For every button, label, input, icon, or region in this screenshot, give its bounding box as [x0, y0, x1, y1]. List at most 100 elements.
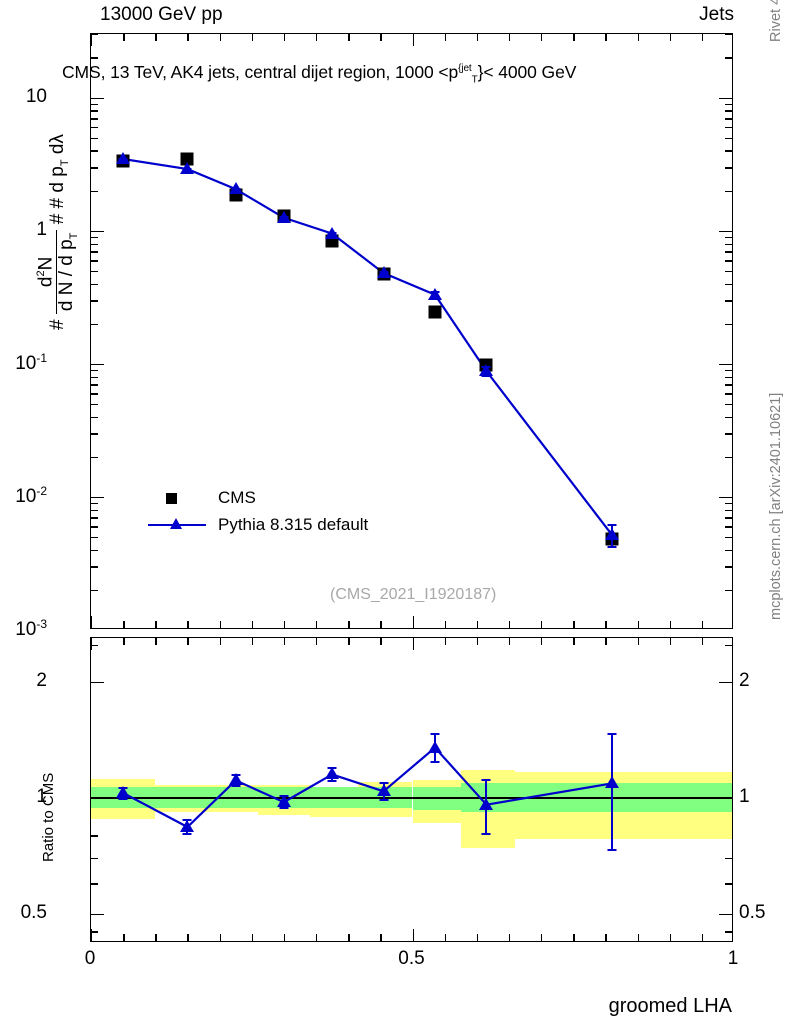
y-tick-main-right	[725, 243, 732, 245]
cms-data-point	[428, 305, 442, 319]
y-tick-main	[91, 127, 98, 129]
x-tick-main-bottom	[476, 621, 479, 628]
x-tick-ratio-bottom	[444, 934, 447, 941]
y-tick-main	[91, 502, 98, 505]
x-tick-main-bottom	[605, 621, 607, 628]
y-tick-main-right	[725, 283, 732, 285]
ratio-plot-frame	[90, 637, 733, 942]
x-tick-ratio-bottom	[508, 934, 511, 941]
ratio-error-bar	[610, 733, 613, 851]
x-tick-main-bottom	[701, 621, 704, 628]
x-tick-ratio-bottom	[123, 934, 125, 941]
y-tick-label-main: 10	[25, 85, 47, 107]
x-tick-main-top	[669, 34, 672, 41]
y-tick-main	[91, 251, 98, 253]
y-tick-main-right	[725, 110, 732, 112]
y-tick-main	[91, 566, 98, 568]
y-tick-main-right	[725, 34, 732, 36]
rivet-version-label: Rivet 4.1.0, 100k events	[768, 0, 784, 42]
y-tick-main-right	[725, 509, 732, 512]
y-tick-main	[91, 433, 98, 435]
y-tick-main	[91, 270, 98, 273]
y-tick-ratio	[91, 835, 98, 837]
mc-data-point	[428, 287, 442, 300]
plot-title-tail: }< 4000 GeV	[477, 62, 577, 82]
y-tick-main	[91, 34, 98, 36]
y-tick-ratio	[91, 857, 98, 859]
x-tick-main-bottom	[412, 616, 414, 628]
ratio-data-point	[228, 773, 243, 786]
x-tick-main-top	[316, 34, 318, 41]
legend-label-cms: CMS	[218, 487, 256, 507]
y-tick-main-right	[725, 456, 732, 459]
x-tick-main-bottom	[508, 621, 511, 628]
y-tick-main	[91, 393, 98, 395]
ylabel-dpt: # d pT dλ	[47, 134, 71, 209]
x-tick-main-top	[251, 34, 254, 41]
x-tick-label: 0	[84, 948, 96, 969]
y-tick-main	[91, 496, 104, 499]
y-tick-main	[91, 137, 98, 139]
ratio-error-cap	[231, 784, 241, 787]
x-tick-main-bottom	[187, 621, 189, 628]
legend-key-square	[148, 488, 206, 508]
x-tick-main-top	[637, 34, 639, 41]
y-tick-label-ratio: 0.5	[20, 901, 47, 923]
y-axis-label-denominator: d N / d pT	[55, 229, 81, 315]
x-tick-main-bottom	[348, 621, 350, 628]
ratio-data-point	[428, 740, 442, 753]
x-tick-ratio-bottom	[283, 934, 286, 941]
x-tick-main-top	[348, 34, 350, 41]
x-tick-main-top	[412, 34, 414, 46]
x-tick-ratio-bottom	[541, 934, 543, 941]
ylabel-hash-num: #	[47, 319, 69, 330]
legend-entry-cms: CMS	[148, 484, 368, 511]
ratio-error-cap	[607, 848, 617, 851]
ratio-data-point	[276, 795, 291, 808]
x-tick-ratio-bottom	[669, 934, 672, 941]
y-tick-ratio	[91, 931, 98, 933]
y-tick-ratio-right	[725, 857, 732, 859]
x-tick-ratio-top	[219, 638, 221, 645]
y-tick-ratio-right	[719, 681, 732, 684]
x-tick-main-top	[476, 34, 479, 41]
y-tick-ratio	[91, 681, 104, 684]
y-tick-label-main: 1	[36, 218, 47, 240]
x-tick-label: 0.5	[398, 948, 425, 969]
ratio-data-point	[116, 785, 131, 798]
x-tick-ratio-bottom	[605, 934, 607, 941]
x-tick-main-bottom	[444, 621, 447, 628]
legend-entry-pythia: Pythia 8.315 default	[148, 511, 368, 538]
y-tick-label-ratio-right: 2	[739, 669, 750, 691]
y-tick-main-right	[719, 97, 732, 99]
y-tick-main-right	[725, 137, 732, 139]
y-tick-main-right	[725, 127, 732, 129]
y-tick-main-right	[725, 300, 732, 302]
x-tick-main-bottom	[637, 621, 639, 628]
y-tick-main	[91, 110, 98, 112]
x-tick-ratio-top	[476, 638, 479, 645]
mc-data-point	[479, 364, 494, 377]
ratio-error-cap	[379, 799, 389, 802]
y-tick-ratio-right	[725, 644, 732, 646]
header-beam-label: 13000 GeV pp	[100, 4, 223, 25]
mc-data-point	[276, 210, 291, 223]
y-tick-main	[91, 403, 98, 406]
x-tick-ratio-top	[123, 638, 125, 645]
x-tick-main-top	[541, 34, 543, 41]
y-tick-main	[91, 363, 104, 366]
ratio-error-cap	[182, 833, 192, 836]
x-tick-ratio-top	[541, 638, 543, 645]
y-tick-ratio-right	[725, 931, 732, 933]
y-tick-main	[91, 97, 104, 99]
y-tick-main-right	[725, 502, 732, 505]
x-tick-main-bottom	[219, 621, 221, 628]
legend-key-triangle-line	[148, 515, 206, 535]
y-tick-main-right	[725, 150, 732, 152]
ratio-curve	[122, 746, 613, 829]
ratio-error-cap	[430, 733, 440, 736]
y-tick-main	[91, 283, 98, 285]
x-tick-main-bottom	[573, 621, 575, 628]
x-tick-ratio-bottom	[219, 934, 221, 941]
ratio-reference-line	[91, 797, 732, 799]
